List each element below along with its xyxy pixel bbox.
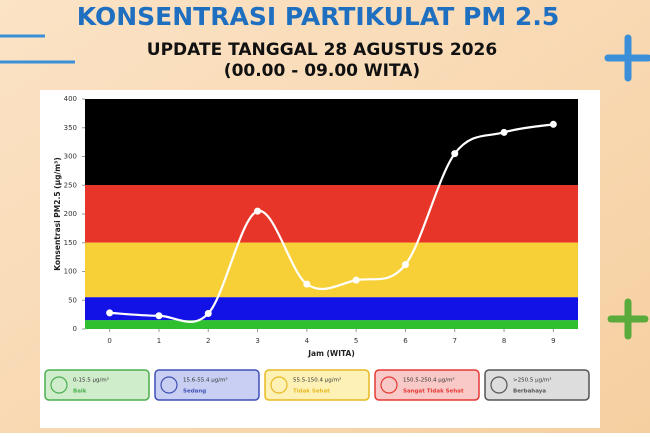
plus-icon <box>607 298 649 340</box>
legend-box <box>44 369 150 401</box>
y-tick-label: 200 <box>64 210 77 218</box>
legend-label: Sedang <box>183 389 206 395</box>
legend-box <box>154 369 260 401</box>
x-tick-label: 8 <box>502 337 506 345</box>
x-tick-label: 9 <box>551 337 555 345</box>
data-point <box>254 207 262 215</box>
x-axis-label: Jam (WITA) <box>307 349 355 358</box>
x-tick-label: 2 <box>206 337 210 345</box>
legend-icon <box>50 376 68 394</box>
legend-range: 0-15.5 µg/m³ <box>73 377 109 384</box>
y-tick-label: 300 <box>64 153 77 161</box>
data-line <box>109 123 554 323</box>
y-tick-label: 100 <box>64 268 77 276</box>
data-point <box>204 309 212 317</box>
x-tick-label: 1 <box>157 337 161 345</box>
data-point <box>549 120 557 128</box>
y-axis-label: Konsentrasi PM2.5 (µg/m³) <box>53 157 62 271</box>
legend-range: 150.5-250.4 µg/m³ <box>403 377 455 384</box>
legend-icon <box>160 376 178 394</box>
data-point <box>401 261 409 269</box>
legend-range: 55.5-150.4 µg/m³ <box>293 377 341 384</box>
y-tick-label: 350 <box>64 124 77 132</box>
legend-icon <box>490 376 508 394</box>
y-tick-label: 400 <box>64 95 77 103</box>
legend-label: Tidak Sehat <box>293 389 330 395</box>
legend-box <box>484 369 590 401</box>
legend-icon <box>380 376 398 394</box>
data-point <box>106 309 114 317</box>
y-tick-label: 250 <box>64 181 77 189</box>
data-point <box>352 276 360 284</box>
data-point <box>451 150 459 158</box>
legend-label: Sangat Tidak Sehat <box>403 389 464 395</box>
y-tick-label: 150 <box>64 239 77 247</box>
x-tick-label: 5 <box>354 337 358 345</box>
data-point <box>303 280 311 288</box>
legend-label: Baik <box>73 389 87 395</box>
legend-label: Berbahaya <box>513 389 546 395</box>
legend-box <box>264 369 370 401</box>
x-tick-label: 3 <box>255 337 259 345</box>
legend-icon <box>270 376 288 394</box>
band <box>85 185 578 243</box>
x-tick-label: 6 <box>403 337 408 345</box>
plus-icon <box>604 34 650 82</box>
legend-range: 15.6-55.4 µg/m³ <box>183 377 228 384</box>
data-point <box>155 312 163 320</box>
subtitle: UPDATE TANGGAL 28 AGUSTUS 2026 <box>147 40 497 60</box>
y-tick-label: 50 <box>68 296 77 304</box>
x-tick-label: 0 <box>107 337 111 345</box>
x-tick-label: 7 <box>453 337 457 345</box>
title: KONSENTRASI PARTIKULAT PM 2.5 <box>77 2 559 31</box>
band <box>85 320 578 329</box>
band <box>85 242 578 298</box>
data-point <box>500 128 508 136</box>
y-tick-label: 0 <box>73 325 77 333</box>
legend-box <box>374 369 480 401</box>
x-tick-label: 4 <box>305 337 310 345</box>
band <box>85 99 578 186</box>
subtitle: (00.00 - 09.00 WITA) <box>224 61 420 81</box>
legend-range: >250.5 µg/m³ <box>513 377 552 384</box>
